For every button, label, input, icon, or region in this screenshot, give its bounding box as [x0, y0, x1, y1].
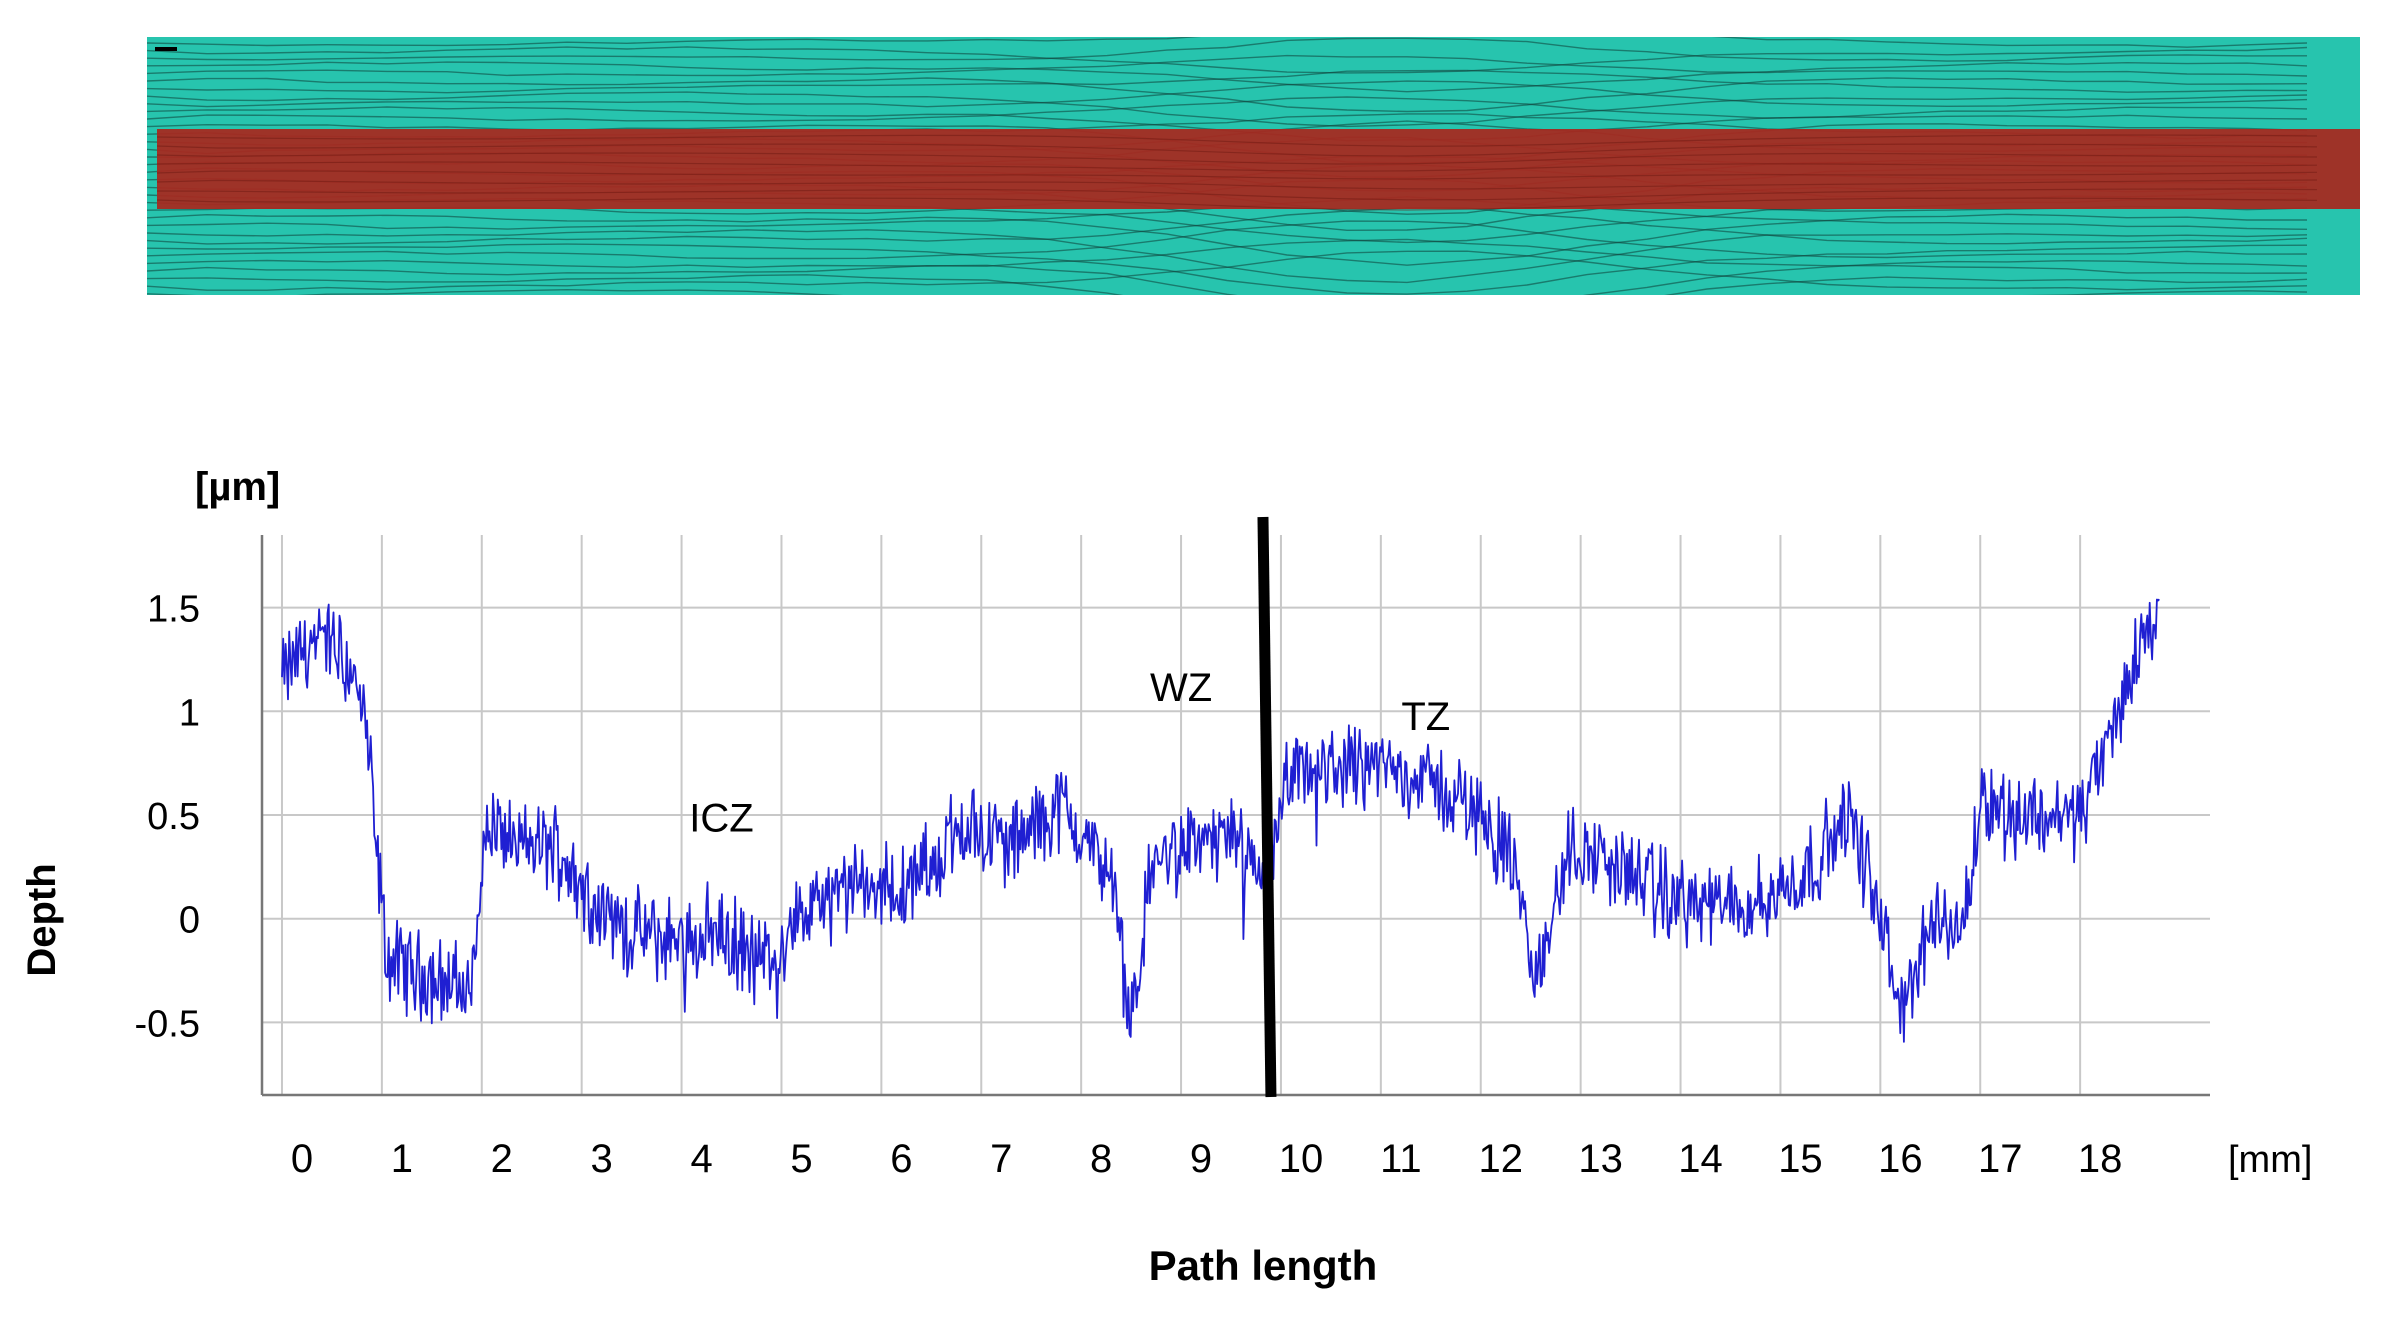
- micrograph-texture-line: [147, 288, 2308, 295]
- x-tick-label: 0: [291, 1137, 313, 1181]
- x-tick-label: 16: [1878, 1137, 1923, 1181]
- x-tick-label: 5: [790, 1137, 812, 1181]
- zone-label: TZ: [1401, 695, 1450, 739]
- micrograph-texture-line: [147, 91, 2308, 128]
- zone-divider-line: [1257, 516, 1277, 1098]
- micrograph-band-line: [156, 170, 2318, 180]
- micrograph-texture-line: [147, 96, 2308, 122]
- micrograph-texture-line: [147, 207, 2308, 245]
- zone-divider: [1257, 516, 1277, 1098]
- x-tick-label: 6: [890, 1137, 912, 1181]
- y-tick-label: -0.5: [135, 1003, 200, 1045]
- x-tick-label: 14: [1678, 1137, 1723, 1181]
- y-tick-labels: 1.5 1 0.5 0 -0.5: [135, 589, 200, 1046]
- zone-label: ICZ: [689, 797, 753, 841]
- micrograph-texture-line: [147, 54, 2308, 77]
- x-tick-label: 1: [391, 1137, 413, 1181]
- micrograph-texture-line: [147, 37, 2308, 48]
- zone-label: WZ: [1150, 666, 1212, 710]
- micrograph-texture-line: [147, 213, 2307, 266]
- micrograph-texture-line: [147, 69, 2308, 94]
- micrograph-band-line: [156, 188, 2318, 201]
- micrograph-texture-line: [147, 77, 2308, 113]
- zone-annotations: ICZ WZ TZ: [689, 666, 1450, 841]
- x-tick-label: 10: [1279, 1137, 1324, 1181]
- micrograph-strip: [147, 37, 2360, 295]
- grid-lines: [262, 535, 2210, 1095]
- x-tick-label: 7: [990, 1137, 1012, 1181]
- micrograph-band-line: [156, 134, 2318, 147]
- micrograph-texture-line: [147, 220, 2308, 260]
- micrograph-scale-mark: [155, 47, 177, 51]
- x-axis-unit: [mm]: [2228, 1139, 2312, 1181]
- y-tick-label: 0: [179, 900, 200, 942]
- micrograph-image: [147, 37, 2360, 295]
- y-axis-label: Depth: [20, 863, 64, 976]
- x-tick-label: 13: [1578, 1137, 1623, 1181]
- depth-series: [281, 598, 2160, 1043]
- micrograph-texture-line: [147, 243, 2308, 295]
- x-tick-label: 12: [1478, 1137, 1523, 1181]
- x-tick-label: 2: [491, 1137, 513, 1181]
- x-tick-label: 18: [2078, 1137, 2123, 1181]
- micrograph-band-lines: [156, 134, 2318, 211]
- y-axis-unit: [µm]: [195, 465, 280, 509]
- y-tick-label: 1.5: [147, 589, 200, 631]
- micrograph-texture-line: [147, 80, 2308, 108]
- x-tick-labels: 0 1 2 3 4 5 6 7 8 9 10 11 12 13 14 15 16 17 18: [291, 1137, 2123, 1181]
- micrograph-band-line: [156, 143, 2318, 157]
- micrograph-texture-line: [147, 238, 2308, 276]
- x-tick-label: 8: [1090, 1137, 1112, 1181]
- micrograph-texture-line: [147, 250, 2308, 291]
- x-tick-label: 4: [690, 1137, 712, 1181]
- x-axis-label: Path length: [1149, 1242, 1378, 1289]
- y-tick-label: 1: [179, 692, 200, 734]
- micrograph-texture-line: [147, 274, 2308, 295]
- micrograph-texture-line: [147, 37, 2308, 62]
- x-tick-label: 9: [1190, 1137, 1212, 1181]
- micrograph-texture-line: [147, 259, 2308, 295]
- x-tick-label: 17: [1978, 1137, 2023, 1181]
- x-tick-label: 15: [1778, 1137, 1823, 1181]
- axes: [260, 535, 2210, 1097]
- micrograph-band-line: [156, 179, 2318, 190]
- micrograph-band-line: [156, 161, 2318, 172]
- micrograph-texture-line: [147, 61, 2308, 93]
- micrograph-texture-line: [147, 46, 2308, 74]
- x-tick-label: 3: [591, 1137, 613, 1181]
- x-tick-label: 11: [1380, 1137, 1422, 1181]
- micrograph-band-line: [156, 152, 2318, 165]
- depth-series-line: [281, 598, 2160, 1043]
- micrograph-band-line: [156, 197, 2318, 211]
- y-tick-label: 0.5: [147, 796, 200, 838]
